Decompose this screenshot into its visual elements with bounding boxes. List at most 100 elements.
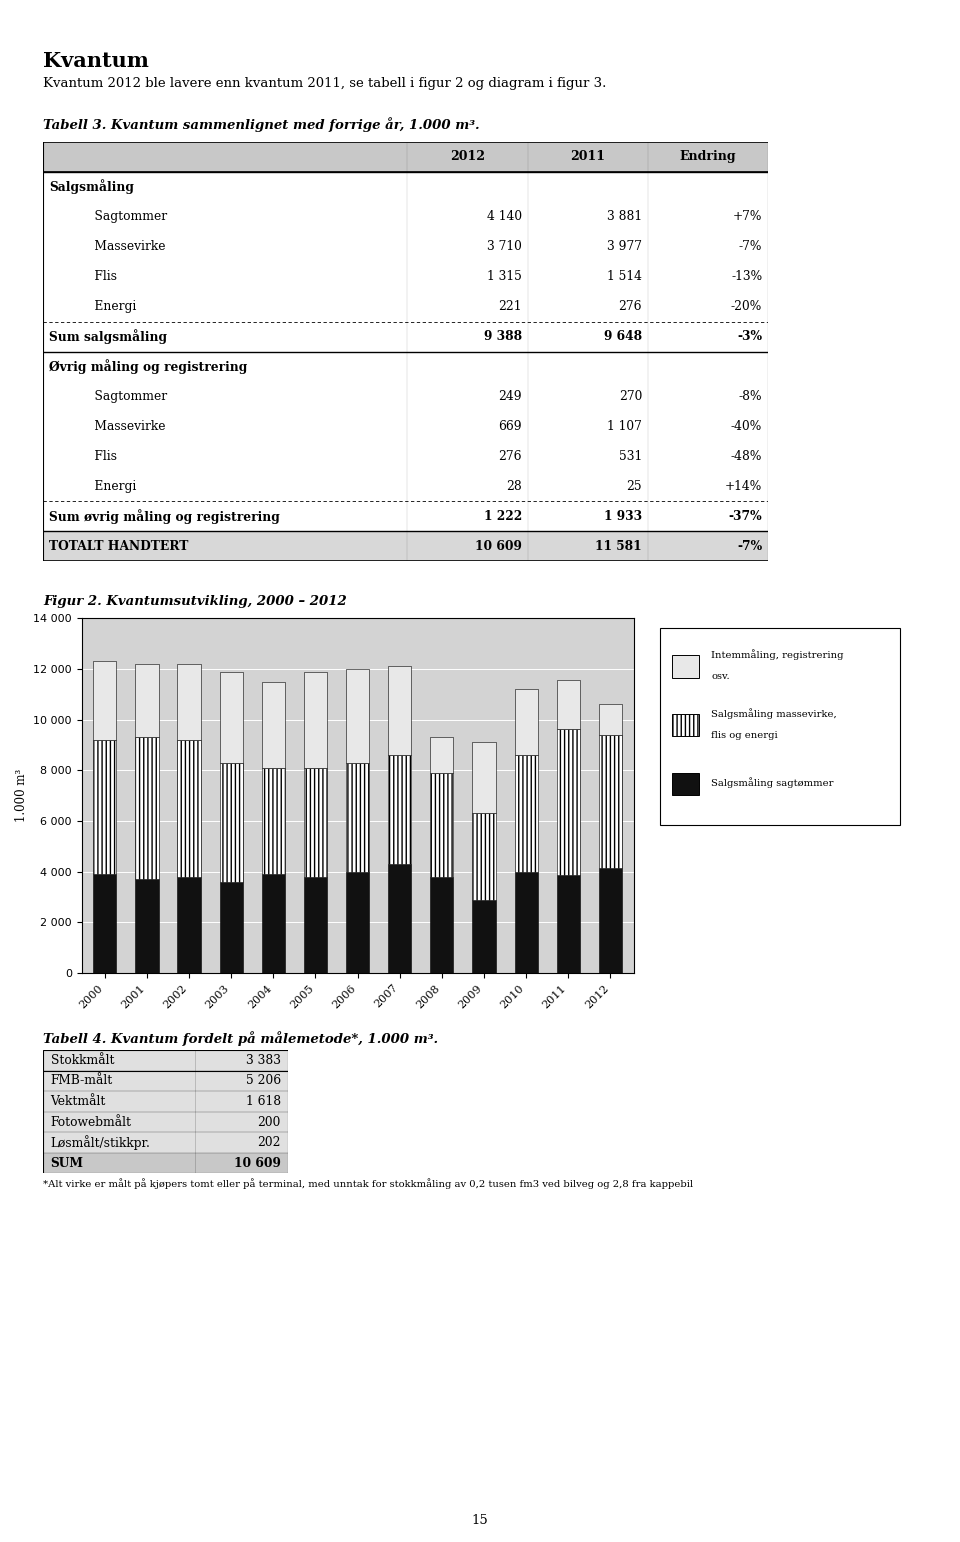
Text: Flis: Flis <box>80 450 117 463</box>
Bar <box>472 814 495 899</box>
Bar <box>43 441 768 472</box>
Bar <box>43 322 768 352</box>
Text: Massevirke: Massevirke <box>80 419 166 433</box>
Text: Løsmålt/stikkpr.: Løsmålt/stikkpr. <box>51 1135 151 1150</box>
Text: Energi: Energi <box>80 480 137 493</box>
Bar <box>472 743 495 814</box>
Text: Øvrig måling og registrering: Øvrig måling og registrering <box>49 359 248 375</box>
Text: -3%: -3% <box>737 330 762 344</box>
Text: 270: 270 <box>618 390 642 402</box>
Text: Sum øvrig måling og registrering: Sum øvrig måling og registrering <box>49 509 280 524</box>
Bar <box>43 1050 288 1070</box>
Text: Figur 2. Kvantumsutvikling, 2000 – 2012: Figur 2. Kvantumsutvikling, 2000 – 2012 <box>43 595 347 608</box>
Text: 200: 200 <box>257 1115 280 1129</box>
Text: Tabell 3. Kvantum sammenlignet med forrige år, 1.000 m³.: Tabell 3. Kvantum sammenlignet med forri… <box>43 117 480 133</box>
Text: 1 933: 1 933 <box>604 510 642 523</box>
Text: osv.: osv. <box>711 672 731 682</box>
Text: 3 710: 3 710 <box>487 241 522 253</box>
Bar <box>178 665 201 740</box>
Bar <box>346 871 370 973</box>
Text: Flis: Flis <box>80 270 117 284</box>
Bar <box>599 736 622 868</box>
Text: flis og energi: flis og energi <box>711 731 779 740</box>
Text: SUM: SUM <box>51 1156 84 1170</box>
Bar <box>43 171 768 202</box>
Bar <box>93 740 116 874</box>
Bar <box>346 669 370 763</box>
Text: 28: 28 <box>506 480 522 493</box>
Bar <box>346 763 370 871</box>
Bar <box>557 874 580 973</box>
Text: 15: 15 <box>471 1514 489 1527</box>
Bar <box>388 666 411 756</box>
Bar <box>599 868 622 973</box>
Text: 25: 25 <box>626 480 642 493</box>
Bar <box>43 142 768 171</box>
Text: 10 609: 10 609 <box>234 1156 280 1170</box>
Bar <box>178 877 201 973</box>
Y-axis label: 1.000 m³: 1.000 m³ <box>14 769 28 822</box>
Text: -37%: -37% <box>729 510 762 523</box>
Bar <box>178 740 201 877</box>
Text: TOTALT HANDTERT: TOTALT HANDTERT <box>49 540 188 554</box>
Text: -7%: -7% <box>739 241 762 253</box>
Text: Intemmåling, registrering: Intemmåling, registrering <box>711 649 844 660</box>
Bar <box>430 737 453 773</box>
Bar <box>220 882 243 973</box>
Text: 3 881: 3 881 <box>607 210 642 224</box>
Bar <box>43 532 768 561</box>
Bar <box>262 874 285 973</box>
Text: Tabell 4. Kvantum fordelt på målemetode*, 1.000 m³.: Tabell 4. Kvantum fordelt på målemetode*… <box>43 1032 439 1047</box>
Bar <box>43 262 768 291</box>
Text: Sagtommer: Sagtommer <box>80 390 168 402</box>
Bar <box>672 714 699 737</box>
Bar <box>43 1132 288 1153</box>
Text: -48%: -48% <box>731 450 762 463</box>
Bar <box>135 879 158 973</box>
Text: Endring: Endring <box>680 150 736 163</box>
Bar <box>220 763 243 882</box>
Text: *Alt virke er målt på kjøpers tomt eller på terminal, med unntak for stokkmåling: *Alt virke er målt på kjøpers tomt eller… <box>43 1178 693 1189</box>
Text: 202: 202 <box>257 1136 280 1149</box>
Text: Massevirke: Massevirke <box>80 241 166 253</box>
Text: 1 315: 1 315 <box>487 270 522 284</box>
Bar <box>43 231 768 262</box>
Bar <box>599 705 622 736</box>
Bar <box>304 877 327 973</box>
Bar <box>515 871 538 973</box>
Bar <box>43 1070 288 1092</box>
Bar <box>135 665 158 737</box>
Bar <box>672 773 699 796</box>
Text: 1 222: 1 222 <box>484 510 522 523</box>
Text: 11 581: 11 581 <box>595 540 642 554</box>
Bar <box>43 1092 288 1112</box>
Bar <box>388 756 411 864</box>
Bar <box>557 680 580 728</box>
Text: 221: 221 <box>498 301 522 313</box>
Text: Kvantum 2012 ble lavere enn kvantum 2011, se tabell i figur 2 og diagram i figur: Kvantum 2012 ble lavere enn kvantum 2011… <box>43 77 607 89</box>
Text: 1 107: 1 107 <box>607 419 642 433</box>
Bar <box>262 682 285 768</box>
Text: 276: 276 <box>618 301 642 313</box>
Bar <box>262 768 285 874</box>
Bar <box>220 672 243 763</box>
Text: Sum salgsmåling: Sum salgsmåling <box>49 328 167 344</box>
Text: 3 977: 3 977 <box>607 241 642 253</box>
Text: +14%: +14% <box>725 480 762 493</box>
Text: -7%: -7% <box>737 540 762 554</box>
Bar <box>43 291 768 322</box>
Text: 1 514: 1 514 <box>607 270 642 284</box>
Bar <box>43 1153 288 1173</box>
Bar <box>43 472 768 501</box>
Bar <box>93 662 116 740</box>
Text: Salgsmåling massevirke,: Salgsmåling massevirke, <box>711 708 837 719</box>
Text: 9 648: 9 648 <box>604 330 642 344</box>
Text: 2012: 2012 <box>450 150 485 163</box>
Text: 2011: 2011 <box>570 150 605 163</box>
Text: 5 206: 5 206 <box>246 1075 280 1087</box>
Bar <box>304 768 327 877</box>
Text: Salgsmåling sagtømmer: Salgsmåling sagtømmer <box>711 777 834 788</box>
Text: 276: 276 <box>498 450 522 463</box>
Text: Energi: Energi <box>80 301 137 313</box>
Bar <box>43 202 768 231</box>
